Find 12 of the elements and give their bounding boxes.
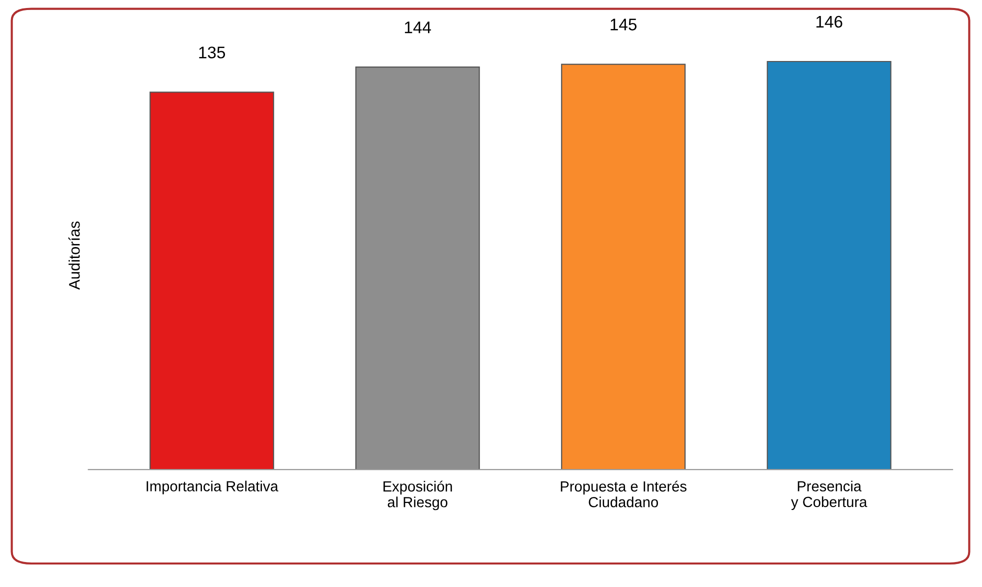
data-label: 144 [404,22,431,34]
bar [766,60,892,470]
bar [561,64,686,470]
x-tick-label: Propuesta e Interés Ciudadano [560,480,686,508]
y-axis-title: Auditorías [68,222,80,290]
x-tick-label: Exposición al Riesgo [384,480,452,510]
bar [150,92,274,470]
data-label: 146 [816,16,842,28]
data-label: 145 [610,18,637,30]
x-tick-label: Importancia Relativa [146,480,278,494]
data-label: 135 [199,46,226,58]
x-tick-label: Presencia y Cobertura [791,480,868,510]
